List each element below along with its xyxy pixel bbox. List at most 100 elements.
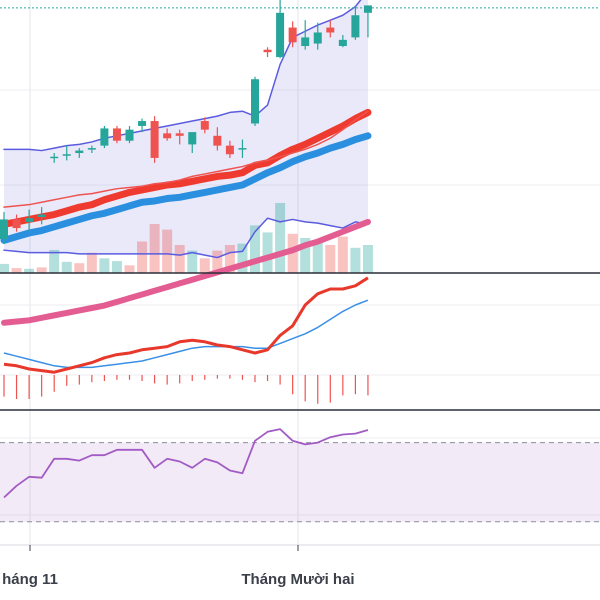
x-tick-label: Tháng Mười hai: [241, 571, 354, 588]
candle-body: [12, 219, 21, 229]
candle: [37, 207, 46, 225]
volume-bar: [224, 245, 235, 273]
macd-line: [3, 276, 369, 374]
candle-body: [238, 148, 247, 150]
volume-bar: [74, 263, 85, 273]
candle: [175, 129, 184, 145]
volume-bar: [262, 232, 273, 273]
candle: [263, 47, 272, 58]
candle-body: [276, 12, 285, 58]
candle: [363, 5, 372, 38]
candle-body: [125, 129, 134, 141]
candle-body: [351, 15, 360, 38]
candle-body: [150, 121, 159, 158]
candle-body: [301, 37, 310, 47]
candle-body: [251, 79, 259, 124]
candle: [125, 125, 134, 144]
volume-bar: [237, 243, 248, 273]
candle-body: [138, 121, 147, 126]
candle-body: [0, 219, 8, 240]
candle-body: [37, 214, 46, 217]
volume-bar: [337, 236, 348, 273]
candle: [62, 145, 71, 161]
volume-bar: [137, 241, 148, 273]
candle-body: [200, 121, 209, 130]
candle-body: [313, 32, 322, 44]
rsi-band-fill: [0, 442, 600, 522]
candle-body: [175, 133, 184, 136]
volume-bar: [312, 242, 323, 273]
candle-body: [62, 154, 71, 156]
moving-average-mid-line: [0, 132, 372, 244]
candle: [200, 117, 209, 134]
volume-bar: [0, 263, 9, 273]
candle: [301, 20, 310, 50]
volume-bar: [86, 252, 97, 273]
price-pane: [0, 0, 600, 326]
candle-body: [288, 27, 297, 43]
candle: [288, 21, 297, 48]
candle-body: [112, 128, 121, 141]
candle: [12, 214, 21, 232]
bollinger-lower-line: [3, 217, 369, 259]
volume-bar: [149, 224, 160, 273]
volume-bar: [36, 267, 47, 273]
candle-body: [188, 132, 197, 145]
x-axis: háng 11 Tháng Mười hai: [2, 545, 355, 588]
macd-signal-line: [3, 299, 369, 369]
candle: [112, 125, 121, 144]
candle-body: [225, 145, 234, 155]
volume-bar: [24, 268, 35, 273]
moving-average-thick-line: [0, 108, 372, 228]
macd-pane: [3, 276, 369, 404]
volume-bar: [250, 225, 260, 273]
candle: [313, 22, 322, 50]
candle-body: [263, 49, 272, 53]
volume-bar: [287, 233, 298, 273]
candle: [188, 132, 197, 154]
candle-body: [100, 128, 109, 146]
candle: [225, 140, 234, 158]
candle-body: [326, 27, 335, 33]
volume-bar: [124, 265, 135, 273]
candle-body: [338, 39, 347, 47]
volume-bar: [111, 261, 122, 273]
candle: [75, 148, 84, 158]
candle: [338, 34, 347, 48]
candle: [251, 76, 259, 126]
moving-average-short-line: [3, 110, 369, 208]
candle: [213, 127, 222, 151]
candle-body: [50, 156, 59, 159]
candle: [163, 128, 172, 141]
candle: [138, 118, 147, 133]
candle: [25, 209, 34, 232]
volume-bar: [11, 268, 22, 273]
volume-bar: [350, 247, 361, 273]
volume-bar: [275, 203, 286, 273]
moving-average-long-line: [1, 218, 371, 326]
volume-bar: [199, 258, 210, 273]
candle: [276, 0, 285, 59]
volume-bar: [162, 229, 173, 273]
candle-body: [75, 150, 84, 154]
candle: [326, 20, 335, 38]
volume-bar: [187, 250, 198, 273]
volume-bar: [49, 249, 60, 273]
volume-bar: [174, 245, 185, 273]
candle-body: [25, 218, 34, 222]
volume-bar: [325, 245, 336, 273]
rsi-pane: [0, 428, 600, 523]
candle: [0, 212, 8, 245]
candle-body: [363, 5, 372, 13]
volume-bar: [212, 250, 223, 273]
candle: [50, 153, 59, 163]
candle: [100, 125, 109, 149]
bollinger-band-fill: [4, 0, 368, 258]
bollinger-upper-line: [3, 0, 362, 152]
candle-body: [213, 135, 222, 146]
volume-bar: [61, 261, 72, 273]
candle: [238, 139, 247, 158]
pane-separators: [0, 272, 600, 546]
rsi-line: [3, 428, 369, 499]
